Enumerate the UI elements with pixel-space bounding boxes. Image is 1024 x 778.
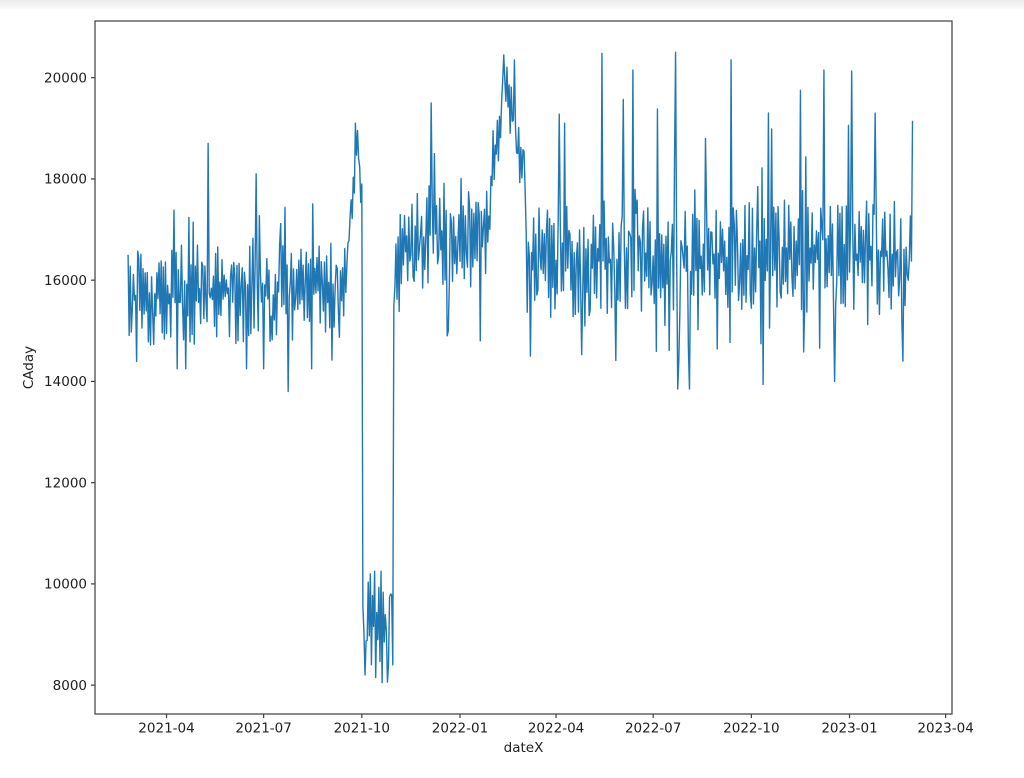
x-tick-label: 2023-01 [821,721,877,737]
x-tick-label: 2022-01 [432,721,488,737]
y-tick-label: 20000 [44,70,87,86]
y-tick-label: 18000 [44,172,87,188]
data-series-line [127,51,914,684]
x-tick-label: 2023-04 [917,721,973,737]
x-axis-label: dateX [504,740,544,756]
y-tick-label: 16000 [44,273,87,289]
y-tick-label: 10000 [44,577,87,593]
x-tick-label: 2022-07 [625,721,681,737]
y-tick-label: 14000 [44,374,87,390]
x-tick-label: 2022-04 [528,721,584,737]
y-axis-label: CAday [21,346,37,389]
x-tick-label: 2021-10 [334,721,390,737]
x-tick-label: 2021-07 [235,721,291,737]
window-top-edge [0,0,1024,9]
y-tick-label: 12000 [44,475,87,491]
y-tick-label: 8000 [53,678,87,694]
plot-area [94,20,953,715]
x-tick-label: 2021-04 [138,721,194,737]
x-tick-label: 2022-10 [723,721,779,737]
